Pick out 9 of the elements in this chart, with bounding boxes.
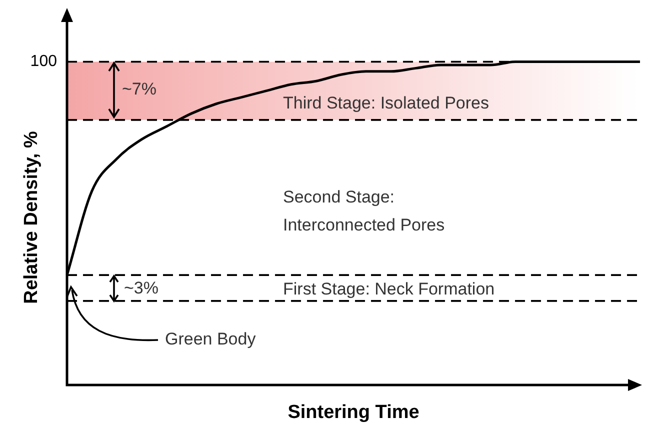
annotation: ~3% [124,278,158,298]
annotation: Green Body [165,330,256,349]
annotation: ~7% [122,80,156,99]
x-axis-title: Sintering Time [288,402,420,424]
y-axis-title: Relative Density, % [21,130,42,304]
ref-line-label: 100 [30,53,58,70]
annotation: Second Stage: Interconnected Pores [283,188,445,235]
band-label: Third Stage: Isolated Pores [283,94,490,113]
annotation: First Stage: Neck Formation [283,280,495,299]
